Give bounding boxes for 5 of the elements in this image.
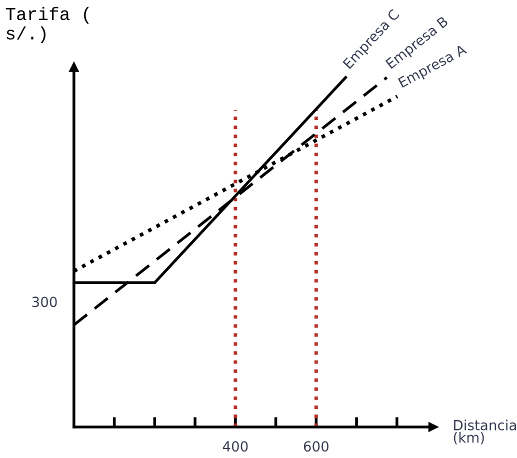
text: 300 <box>32 296 57 308</box>
x-tick-label: 600 <box>304 441 328 452</box>
y-axis-title: Tarifa ( s/.) <box>6 6 89 44</box>
x-axis-title: Distancia (km) <box>454 420 516 444</box>
x-tick-label: 400 <box>222 441 248 452</box>
